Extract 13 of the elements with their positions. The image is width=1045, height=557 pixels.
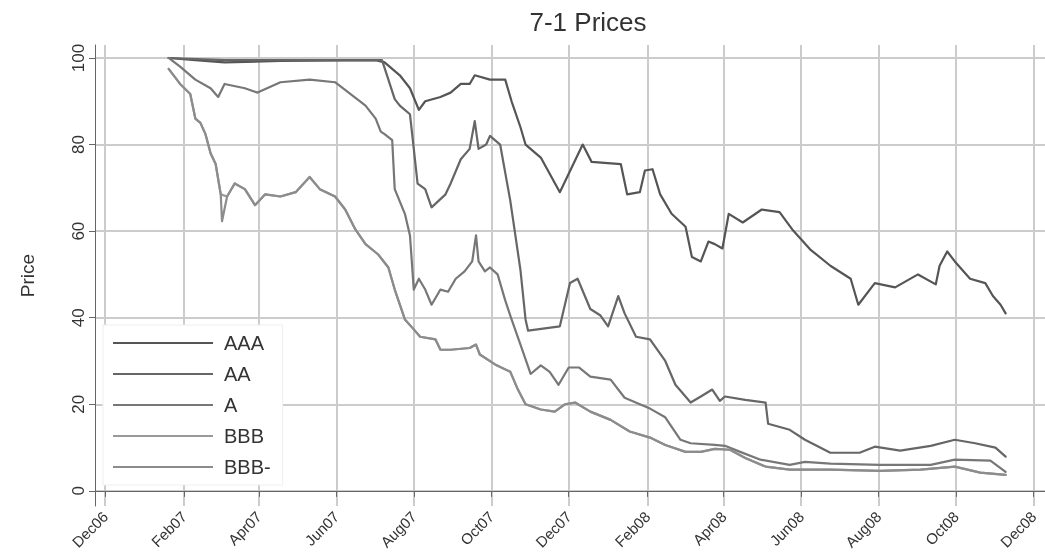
legend-label: AAA xyxy=(224,332,265,354)
legend-label: A xyxy=(224,394,238,416)
chart-title: 7-1 Prices xyxy=(529,7,647,37)
y-tick-label: 80 xyxy=(69,135,88,155)
y-tick-label: 100 xyxy=(69,43,88,73)
y-tick-label: 0 xyxy=(69,486,88,496)
y-tick-label: 20 xyxy=(69,394,88,414)
y-tick-label: 60 xyxy=(69,221,88,241)
legend-label: BBB xyxy=(224,425,265,447)
y-axis-title: Price xyxy=(17,253,38,298)
legend-label: AA xyxy=(224,363,252,385)
y-tick-label: 40 xyxy=(69,308,88,328)
legend-label: BBB- xyxy=(224,456,271,478)
